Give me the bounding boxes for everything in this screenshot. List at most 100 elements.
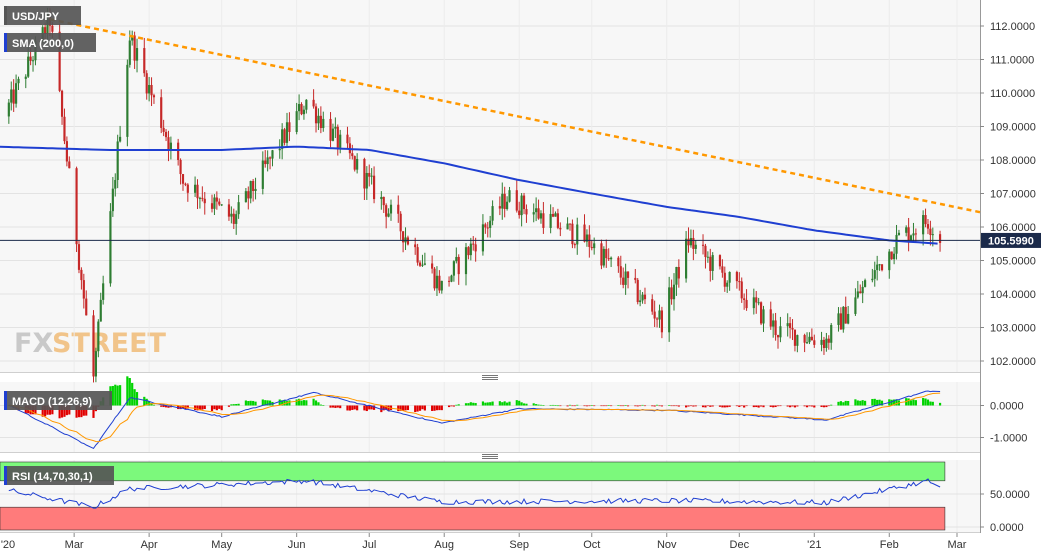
candle-body (278, 148, 281, 151)
candle-body (109, 211, 112, 284)
candle-body (467, 247, 470, 256)
candle-body (813, 340, 816, 345)
macd-hist-bar (128, 377, 131, 406)
candle-body (842, 306, 845, 330)
candle-body (685, 238, 688, 279)
macd-hist-bar (196, 405, 199, 411)
macd-hist-bar (571, 405, 574, 407)
macd-hist-bar (150, 403, 153, 406)
rsi-overbought-zone (0, 461, 946, 482)
macd-hist-bar (44, 405, 47, 417)
candle-body (29, 56, 32, 61)
macd-hist-bar (402, 405, 405, 411)
candle-body (687, 238, 690, 246)
macd-hist-bar (726, 405, 729, 408)
macd-hist-bar (399, 405, 402, 411)
candle-body (336, 126, 339, 148)
candle-body (404, 237, 407, 243)
macd-hist-bar (186, 405, 189, 409)
macd-hist-bar (830, 404, 833, 406)
macd-hist-bar (363, 405, 366, 411)
candle-body (181, 174, 185, 184)
candle-body (198, 197, 202, 199)
macd-hist-bar (498, 401, 501, 406)
candle-body (576, 224, 579, 245)
candle-body (450, 275, 453, 282)
candle-body (653, 311, 656, 319)
rsi-resize-handle[interactable] (482, 454, 498, 459)
candle-body (218, 201, 221, 205)
macd-hist-bar (404, 405, 407, 411)
tag-usdjpy[interactable]: USD/JPY (4, 6, 81, 25)
candle-body (762, 309, 765, 324)
macd-hist-bar (92, 405, 95, 418)
macd-hist-bar (77, 405, 81, 418)
macd-hist-bar (506, 402, 509, 406)
candle-body (27, 56, 30, 77)
price-panel[interactable] (0, 0, 980, 372)
tag-macd[interactable]: MACD (12,26,9) (4, 391, 112, 410)
candle-body (624, 271, 627, 285)
macd-hist-bar (317, 402, 320, 406)
macd-hist-bar (704, 405, 707, 408)
macd-hist-bar (677, 405, 680, 407)
candle-body (370, 175, 373, 177)
tag-sma[interactable]: SMA (200,0) (4, 33, 96, 52)
macd-signal-line (8, 392, 941, 443)
macd-hist-bar (791, 405, 794, 407)
macd-hist-bar (249, 400, 252, 406)
macd-hist-bar (298, 398, 301, 406)
candle-body (133, 35, 136, 61)
candle-body (805, 342, 809, 344)
macd-hist-bar (711, 405, 714, 407)
macd-hist-bar (464, 403, 468, 406)
macd-hist-bar (433, 405, 436, 411)
candle-body (128, 40, 131, 65)
macd-hist-bar (871, 398, 874, 406)
macd-hist-bar (247, 401, 250, 406)
macd-hist-bar (252, 400, 255, 406)
candle-body (116, 141, 119, 180)
macd-hist-bar (863, 400, 867, 406)
macd-hist-bar (689, 405, 693, 407)
macd-hist-bar (82, 405, 85, 416)
candle-body (264, 160, 267, 165)
macd-panel[interactable] (0, 382, 980, 452)
macd-hist-bar (145, 398, 148, 406)
candle-body (339, 134, 342, 148)
candle-body (363, 158, 366, 189)
candle-body (346, 134, 349, 144)
macd-hist-bar (365, 405, 368, 412)
candle-body (244, 191, 247, 203)
candle-body (68, 161, 71, 169)
tag-rsi[interactable]: RSI (14,70,30,1) (4, 466, 114, 485)
candle-body (469, 243, 472, 256)
macd-hist-bar (643, 405, 647, 407)
candle-body (803, 335, 806, 343)
macd-hist-bar (503, 401, 506, 406)
macd-hist-bar (706, 405, 709, 407)
macd-hist-bar (718, 405, 722, 407)
candle-body (389, 204, 393, 214)
macd-hist-bar (859, 400, 862, 406)
candle-body (689, 237, 693, 246)
candle-body (757, 302, 760, 304)
candle-body (926, 224, 930, 229)
candle-body (854, 297, 857, 314)
candle-body (58, 31, 61, 91)
macd-hist-bar (924, 398, 927, 406)
macd-hist-bar (774, 405, 777, 408)
candle-body (17, 78, 20, 84)
logo-street: STREET (52, 328, 167, 359)
grid-lines (0, 0, 980, 532)
candle-body (126, 64, 129, 137)
price-tick-label: 111.0000 (990, 55, 1034, 67)
macd-hist-bar (353, 405, 356, 410)
macd-hist-bar (370, 405, 373, 410)
candle-body (786, 323, 789, 327)
price-tick-label: 107.0000 (990, 189, 1036, 201)
macd-resize-handle[interactable] (482, 375, 498, 380)
macd-hist-bar (626, 405, 630, 407)
macd-hist-bar (694, 405, 697, 407)
